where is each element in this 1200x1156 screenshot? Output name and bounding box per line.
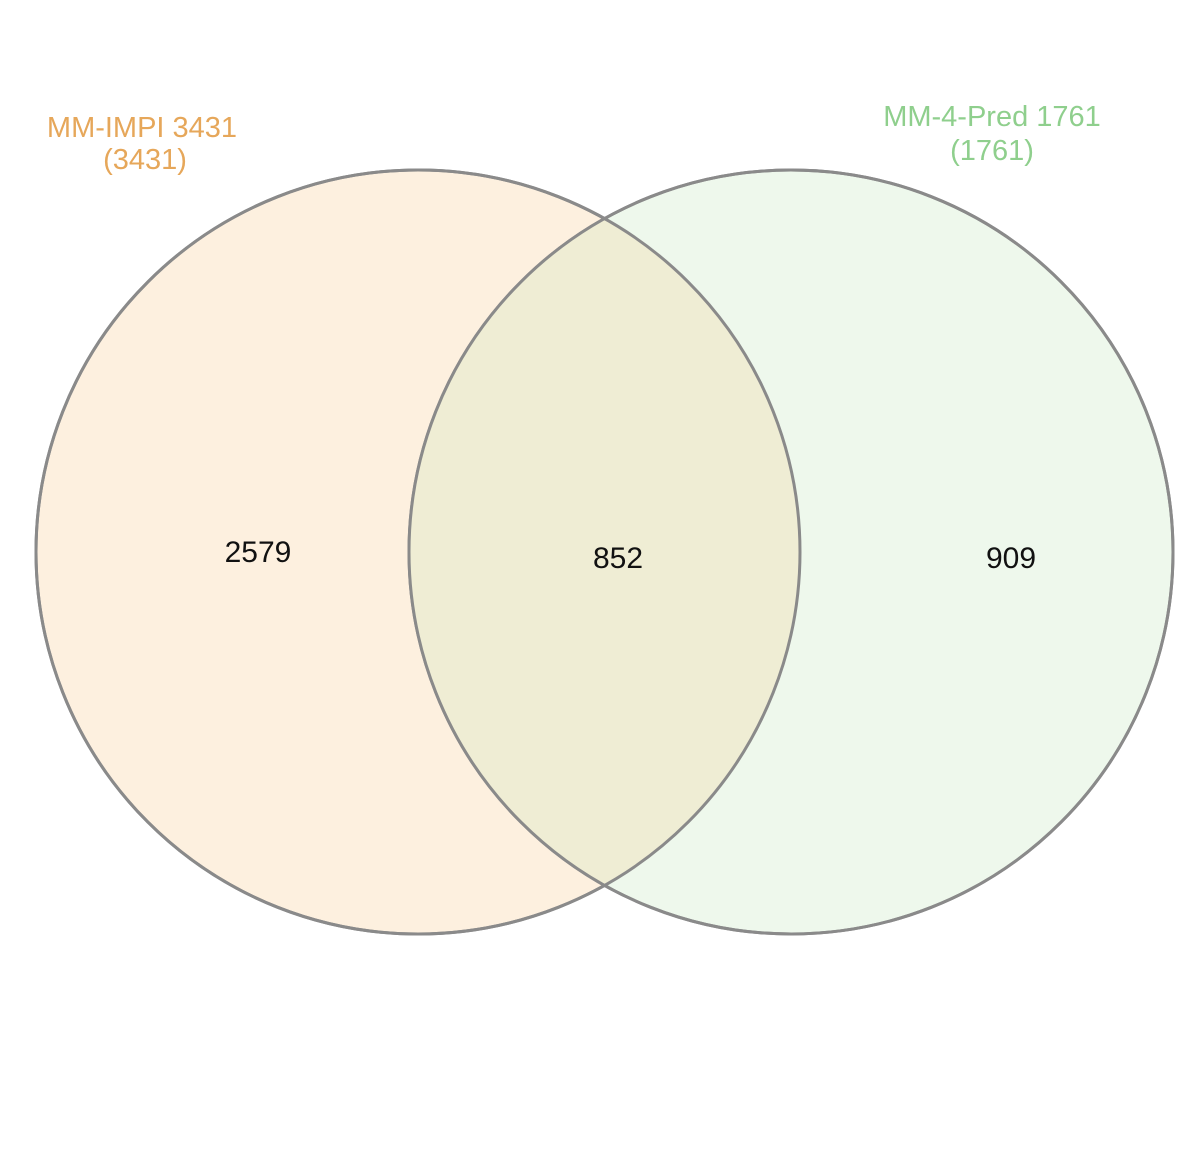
only-a-count: 2579 [225,536,292,569]
set-b-outline [407,168,1175,936]
set-a-size: (3431) [103,144,187,176]
intersection-count: 852 [593,542,643,575]
set-b-size: (1761) [950,135,1034,167]
set-a-name: MM-IMPI 3431 [47,112,237,144]
set-b-name: MM-4-Pred 1761 [883,101,1101,133]
intersection-region [409,170,800,934]
set-a-outline [34,168,802,936]
only-b-count: 909 [986,542,1036,575]
